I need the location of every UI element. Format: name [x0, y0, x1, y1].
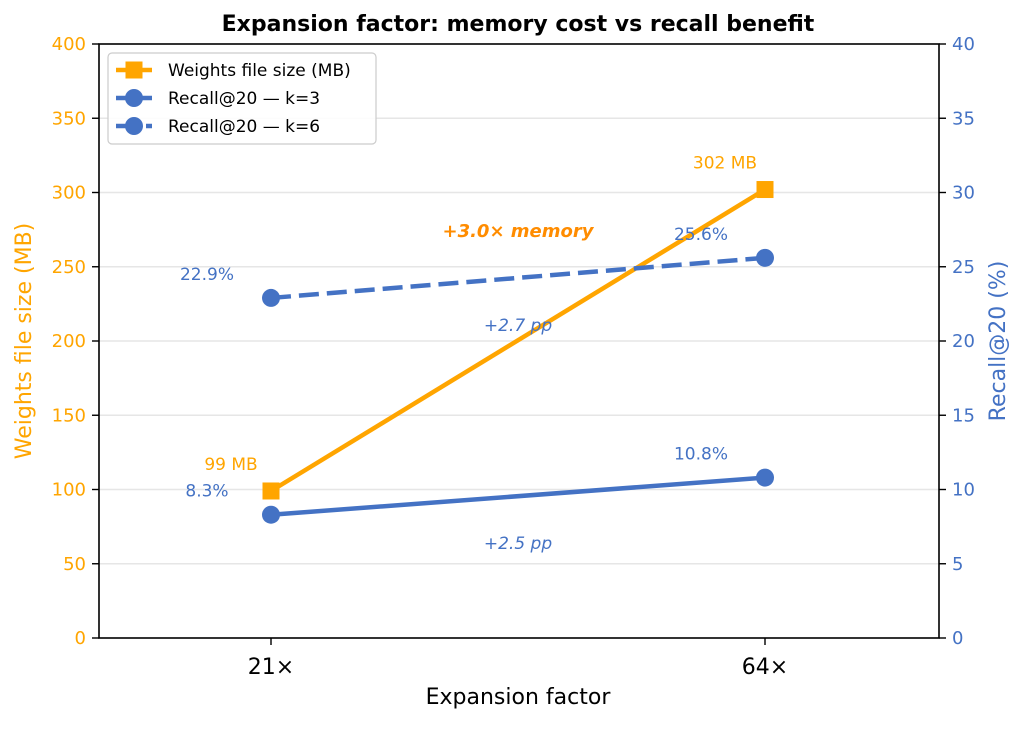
x-tick-label: 64×: [742, 655, 788, 680]
y-left-tick-label: 400: [52, 34, 86, 55]
data-label: 10.8%: [674, 445, 728, 465]
chart-title: Expansion factor: memory cost vs recall …: [222, 12, 815, 37]
y-left-tick-label: 200: [52, 331, 86, 352]
legend: Weights file size (MB) Recall@20 — k=3 Rec…: [107, 52, 377, 145]
data-label: 22.9%: [180, 265, 234, 285]
y-left-tick-label: 50: [63, 554, 86, 575]
y-left-tick-label: 300: [52, 183, 86, 204]
data-label: 99 MB: [204, 455, 257, 475]
annotation: +2.7 pp: [484, 316, 552, 336]
data-point-marker: [262, 482, 280, 500]
x-axis-title: Expansion factor: [426, 685, 612, 710]
series-line: [270, 475, 766, 517]
data-point-marker: [262, 288, 280, 307]
legend-marker: [125, 61, 143, 79]
data-label: 25.6%: [674, 225, 728, 245]
legend-label: Weights file size (MB): [168, 61, 351, 81]
data-point-marker: [262, 505, 280, 524]
y-right-tick-label: 10: [952, 480, 975, 501]
y-left-tick-label: 250: [52, 257, 86, 278]
y-left-axis-title: Weights file size (MB): [12, 223, 37, 460]
labels-layer: 99 MB 302 MB 8.3% 10.8% 22.9% 25.6% +3.0× memo…: [180, 154, 757, 554]
data-label: 8.3%: [185, 482, 228, 502]
y-left-tick-label: 100: [52, 480, 86, 501]
legend-box: [107, 52, 377, 145]
annotation: +3.0× memory: [442, 221, 594, 242]
series-line: [269, 187, 767, 493]
legend-marker: [125, 89, 143, 107]
y-right-tick-label: 0: [952, 628, 963, 649]
series-layer: [262, 181, 774, 524]
y-right-tick-label: 25: [952, 257, 975, 278]
y-right-tick-label: 40: [952, 34, 975, 55]
annotation: +2.5 pp: [484, 534, 552, 554]
x-tick-label: 21×: [248, 655, 294, 680]
axes-layer: 0 50 100 150 200 250 300 350 400 0 5 10 15 20 25 30 35 40…: [52, 34, 975, 680]
y-right-axis-title: Recall@20 (%): [986, 261, 1011, 422]
data-label: 302 MB: [693, 154, 757, 174]
y-left-tick-label: 350: [52, 108, 86, 129]
y-right-tick-label: 35: [952, 108, 975, 129]
y-right-tick-label: 5: [952, 554, 963, 575]
y-right-tick-label: 15: [952, 405, 975, 426]
data-point-marker: [756, 181, 774, 199]
series-line: [270, 255, 766, 301]
y-left-tick-label: 0: [75, 628, 86, 649]
legend-label: Recall@20 — k=6: [168, 117, 320, 137]
y-left-tick-label: 150: [52, 405, 86, 426]
y-right-tick-label: 20: [952, 331, 975, 352]
legend-marker: [125, 117, 143, 135]
legend-label: Recall@20 — k=3: [168, 89, 320, 109]
data-point-marker: [756, 468, 774, 487]
data-point-marker: [756, 248, 774, 267]
y-right-tick-label: 30: [952, 183, 975, 204]
